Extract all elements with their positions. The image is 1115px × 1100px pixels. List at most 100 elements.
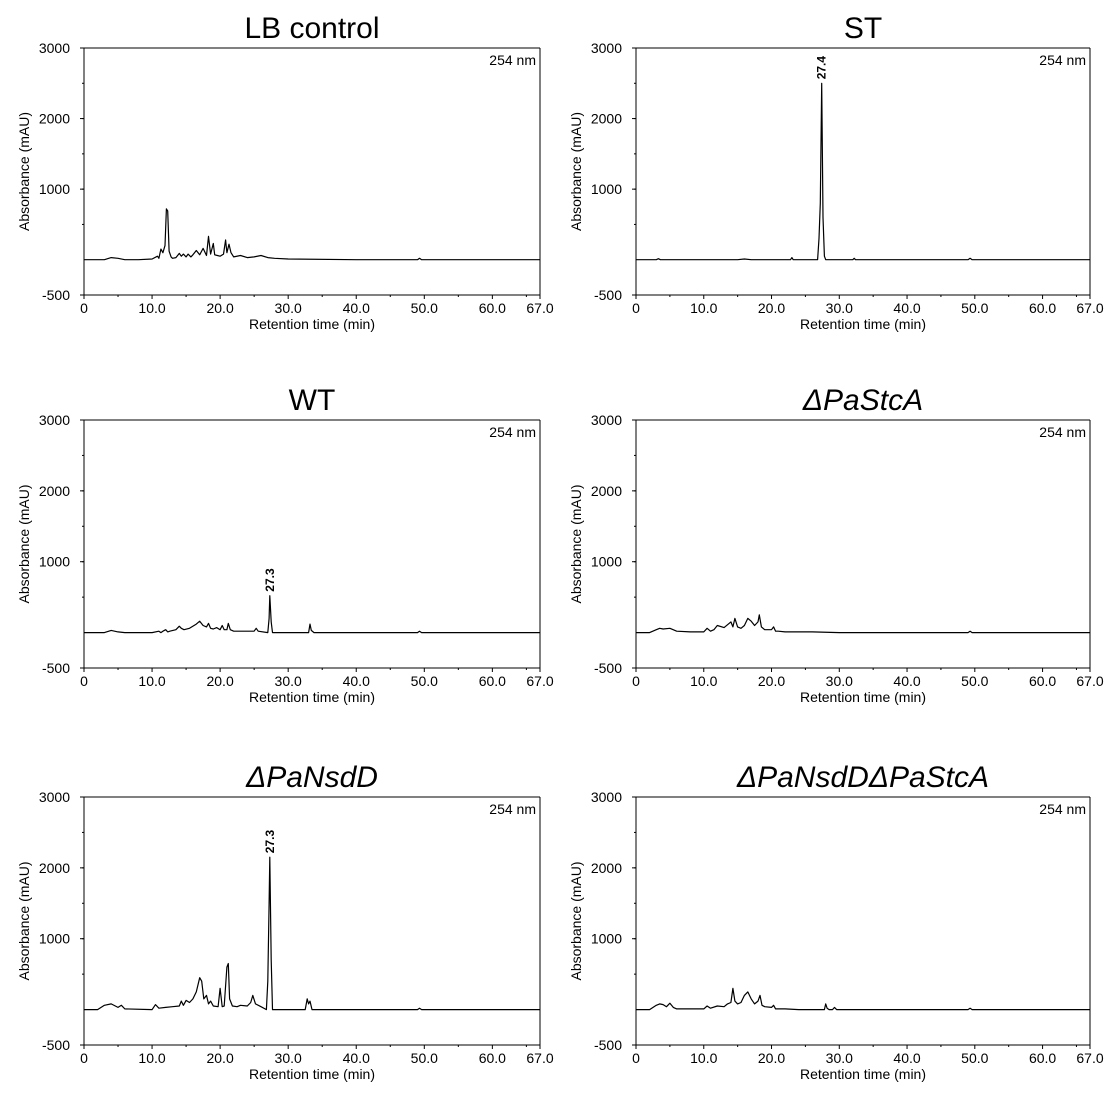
peak-label: 27.4 — [815, 56, 829, 80]
x-tick-label: 20.0 — [758, 673, 785, 689]
x-tick-label: 50.0 — [961, 1050, 988, 1066]
x-axis-label: Retention time (min) — [249, 689, 375, 705]
x-tick-label: 30.0 — [826, 1050, 853, 1066]
chromatogram-panel-5: ΔPaNsdD 254 nm 0 10.0 20.0 30.0 40.0 50.0 60.0 67… — [16, 761, 554, 1082]
x-tick-label: 30.0 — [275, 673, 302, 689]
x-tick-label: 60.0 — [479, 1050, 506, 1066]
wavelength-label: 254 nm — [489, 801, 536, 817]
y-tick-label: -500 — [42, 660, 70, 676]
y-tick-label: -500 — [594, 1037, 622, 1053]
x-tick-label: 50.0 — [411, 300, 438, 316]
y-tick-label: 3000 — [591, 789, 622, 805]
wavelength-label: 254 nm — [1039, 424, 1086, 440]
chart-title: LB control — [244, 12, 379, 45]
y-tick-label: 2000 — [591, 111, 622, 127]
chromatogram-trace-line — [636, 614, 1090, 634]
x-tick-label: 30.0 — [826, 673, 853, 689]
x-tick-label: 20.0 — [206, 1050, 233, 1066]
y-tick-label: 1000 — [39, 181, 70, 197]
x-tick-label: 40.0 — [893, 1050, 920, 1066]
x-tick-label: 60.0 — [479, 300, 506, 316]
x-tick-label: 40.0 — [893, 673, 920, 689]
chromatogram-trace-line — [636, 82, 1090, 261]
x-tick-label: 60.0 — [479, 673, 506, 689]
y-tick-label: 1000 — [39, 554, 70, 570]
y-tick-label: 2000 — [39, 483, 70, 499]
y-tick-label: -500 — [594, 287, 622, 303]
x-tick-label: 20.0 — [758, 1050, 785, 1066]
x-tick-label: 67.0 — [1076, 673, 1103, 689]
y-tick-label: 2000 — [39, 111, 70, 127]
x-tick-label: 30.0 — [826, 300, 853, 316]
x-tick-label: 60.0 — [1029, 673, 1056, 689]
x-tick-label: 40.0 — [893, 300, 920, 316]
x-tick-label: 67.0 — [526, 300, 553, 316]
x-tick-label: 50.0 — [961, 300, 988, 316]
y-tick-label: 2000 — [591, 860, 622, 876]
x-tick-label: 0 — [632, 673, 640, 689]
y-tick-label: 1000 — [591, 181, 622, 197]
x-tick-label: 67.0 — [1076, 300, 1103, 316]
x-tick-label: 0 — [632, 1050, 640, 1066]
wavelength-label: 254 nm — [489, 52, 536, 68]
x-tick-label: 0 — [80, 1050, 88, 1066]
peak-label: 27.3 — [263, 830, 277, 854]
y-tick-label: 3000 — [39, 412, 70, 428]
y-axis-label: Absorbance (mAU) — [16, 861, 32, 980]
y-axis-label: Absorbance (mAU) — [568, 484, 584, 603]
x-axis-label: Retention time (min) — [249, 316, 375, 332]
chart-title: WT — [289, 384, 336, 417]
x-tick-label: 20.0 — [206, 673, 233, 689]
x-tick-label: 67.0 — [526, 1050, 553, 1066]
chromatogram-trace-line — [636, 987, 1090, 1011]
x-axis-label: Retention time (min) — [800, 689, 926, 705]
chromatogram-panel-3: WT 254 nm 0 10.0 20.0 30.0 40.0 50.0 60.0 67.0 -50… — [16, 384, 554, 705]
chromatogram-panel-1: LB control 254 nm 0 10.0 20.0 30.0 40.0 50.0 60.… — [16, 12, 554, 332]
x-tick-label: 10.0 — [690, 1050, 717, 1066]
x-tick-label: 67.0 — [526, 673, 553, 689]
chromatogram-trace-line — [84, 208, 540, 261]
y-tick-label: 3000 — [591, 412, 622, 428]
x-tick-label: 40.0 — [343, 673, 370, 689]
y-tick-label: 1000 — [39, 931, 70, 947]
y-axis-label: Absorbance (mAU) — [568, 861, 584, 980]
x-tick-label: 40.0 — [343, 1050, 370, 1066]
x-tick-label: 10.0 — [690, 673, 717, 689]
chart-title: ΔPaNsdDΔPaStcA — [736, 761, 989, 794]
y-tick-label: 1000 — [591, 931, 622, 947]
x-axis-label: Retention time (min) — [800, 1066, 926, 1082]
wavelength-label: 254 nm — [1039, 52, 1086, 68]
x-axis-label: Retention time (min) — [249, 1066, 375, 1082]
y-axis-label: Absorbance (mAU) — [16, 484, 32, 603]
wavelength-label: 254 nm — [489, 424, 536, 440]
x-tick-label: 10.0 — [690, 300, 717, 316]
y-tick-label: -500 — [594, 660, 622, 676]
y-axis-label: Absorbance (mAU) — [568, 112, 584, 231]
x-tick-label: 10.0 — [138, 1050, 165, 1066]
peak-label: 27.3 — [263, 568, 277, 592]
x-tick-label: 30.0 — [275, 1050, 302, 1066]
x-tick-label: 30.0 — [275, 300, 302, 316]
y-tick-label: 2000 — [39, 860, 70, 876]
x-tick-label: 50.0 — [961, 673, 988, 689]
x-axis-label: Retention time (min) — [800, 316, 926, 332]
x-tick-label: 10.0 — [138, 673, 165, 689]
x-tick-label: 0 — [632, 300, 640, 316]
x-tick-label: 20.0 — [206, 300, 233, 316]
y-tick-label: 1000 — [591, 554, 622, 570]
y-tick-label: -500 — [42, 1037, 70, 1053]
x-tick-label: 60.0 — [1029, 1050, 1056, 1066]
y-axis-label: Absorbance (mAU) — [16, 112, 32, 231]
chart-title: ST — [844, 12, 882, 45]
chromatogram-panel-4: ΔPaStcA 254 nm 0 10.0 20.0 30.0 40.0 50.0 60.0 67… — [568, 384, 1104, 705]
x-tick-label: 10.0 — [138, 300, 165, 316]
x-tick-label: 50.0 — [411, 1050, 438, 1066]
y-tick-label: 3000 — [39, 789, 70, 805]
chromatogram-trace-line — [84, 595, 540, 634]
x-tick-label: 40.0 — [343, 300, 370, 316]
x-tick-label: 50.0 — [411, 673, 438, 689]
y-tick-label: 3000 — [39, 40, 70, 56]
y-tick-label: 3000 — [591, 40, 622, 56]
x-tick-label: 0 — [80, 300, 88, 316]
